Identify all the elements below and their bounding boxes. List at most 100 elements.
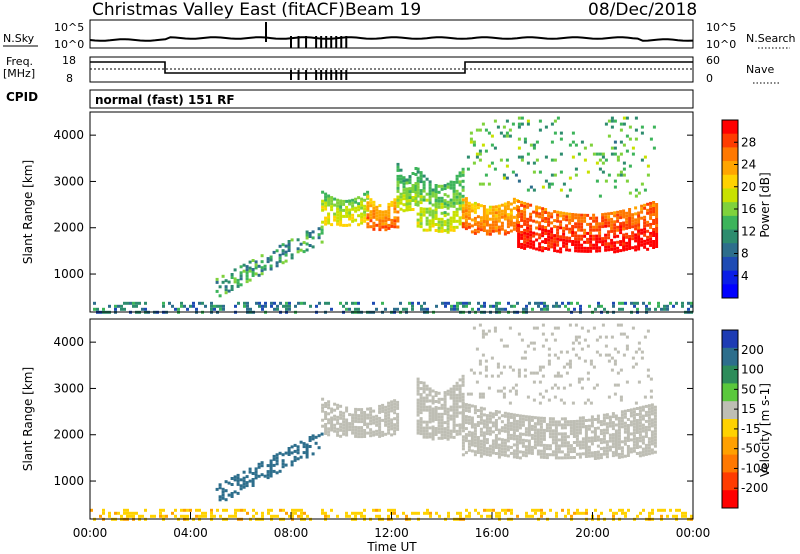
power-cell xyxy=(547,214,551,218)
power-cell xyxy=(248,260,252,264)
power-cell xyxy=(408,193,412,197)
velocity-cell xyxy=(294,511,297,515)
power-cell xyxy=(468,301,471,305)
velocity-cell xyxy=(500,414,504,418)
power-cell xyxy=(506,213,510,217)
power-cell xyxy=(449,198,453,202)
power-cell xyxy=(369,204,373,208)
velocity-cell xyxy=(428,432,432,436)
velocity-cell xyxy=(270,508,273,512)
power-cell xyxy=(372,301,375,305)
power-cell xyxy=(422,180,426,184)
power-cell xyxy=(266,257,270,261)
velocity-cell xyxy=(611,454,615,458)
velocity-cell xyxy=(446,437,450,441)
power-cell xyxy=(246,301,249,305)
velocity-cell xyxy=(479,448,483,452)
velocity-cell xyxy=(500,444,504,448)
power-cell xyxy=(565,242,569,246)
velocity-cell xyxy=(437,406,441,410)
velocity-cell xyxy=(422,387,426,391)
power-cell xyxy=(482,226,486,229)
power-cell xyxy=(541,213,545,217)
power-cell xyxy=(260,272,264,276)
power-cell xyxy=(473,204,477,208)
velocity-cell xyxy=(461,383,465,387)
power-cell xyxy=(416,224,420,228)
velocity-cell xyxy=(474,508,477,512)
velocity-cell xyxy=(547,398,551,402)
velocity-cell xyxy=(548,426,552,430)
velocity-cell xyxy=(553,326,557,330)
velocity-cell xyxy=(617,416,621,420)
velocity-cell xyxy=(491,439,495,443)
velocity-cell xyxy=(482,434,486,438)
power-cell xyxy=(387,208,391,212)
velocity-cell xyxy=(647,449,651,453)
velocity-cell xyxy=(590,421,594,425)
power-cell xyxy=(604,242,608,246)
velocity-cell xyxy=(660,514,663,518)
velocity-cell xyxy=(330,425,334,429)
power-cell xyxy=(628,226,632,229)
power-cell xyxy=(529,239,533,243)
velocity-cell xyxy=(467,448,471,452)
velocity-cell xyxy=(422,432,426,436)
power-cell xyxy=(649,201,653,205)
velocity-cell xyxy=(102,511,105,515)
velocity-cell xyxy=(584,452,588,455)
velocity-cell xyxy=(348,425,352,429)
velocity-cell xyxy=(566,441,570,445)
power-cell xyxy=(327,215,331,219)
velocity-cell xyxy=(281,453,285,457)
velocity-cell xyxy=(467,445,471,449)
velocity-cell xyxy=(548,432,552,436)
velocity-cell xyxy=(569,456,573,460)
velocity-cell xyxy=(512,443,516,447)
power-cell xyxy=(601,216,605,220)
velocity-cell xyxy=(302,445,306,449)
velocity-cell xyxy=(524,454,528,458)
power-cell xyxy=(490,161,494,165)
velocity-cell xyxy=(621,511,624,515)
power-cell xyxy=(494,223,498,227)
power-cell xyxy=(592,152,596,156)
velocity-cell xyxy=(488,426,492,430)
power-cell xyxy=(543,301,546,305)
velocity-cell xyxy=(626,451,630,454)
velocity-cell xyxy=(543,511,546,515)
velocity-cell xyxy=(324,411,328,414)
power-cell xyxy=(643,224,647,228)
power-cell xyxy=(607,215,611,219)
power-cell xyxy=(317,233,321,237)
velocity-cell xyxy=(653,444,657,448)
power-cell xyxy=(652,210,656,213)
velocity-cell xyxy=(644,413,648,417)
velocity-cell xyxy=(435,511,438,515)
colorbar-swatch xyxy=(722,436,738,456)
velocity-cell xyxy=(455,384,459,388)
velocity-cell xyxy=(608,448,612,452)
power-cell xyxy=(324,201,328,205)
power-colorbar-label: Power [dB] xyxy=(758,172,772,237)
velocity-cell xyxy=(651,511,654,515)
velocity-cell xyxy=(556,371,560,375)
power-cell xyxy=(649,237,653,241)
velocity-cell xyxy=(473,450,477,454)
velocity-cell xyxy=(473,441,477,445)
velocity-cell xyxy=(476,448,480,451)
velocity-cell xyxy=(568,365,572,369)
power-cell xyxy=(416,176,420,180)
date-label: 08/Dec/2018 xyxy=(588,0,697,20)
power-cell xyxy=(378,228,382,232)
velocity-cell xyxy=(468,514,471,518)
power-cell xyxy=(628,217,632,220)
colorbar-tick-label: 16 xyxy=(741,202,756,216)
power-cell xyxy=(595,237,599,241)
velocity-cell xyxy=(434,415,438,418)
velocity-cell xyxy=(272,469,276,473)
velocity-cell xyxy=(599,438,603,442)
velocity-cell xyxy=(620,413,624,417)
velocity-cell xyxy=(440,424,444,428)
velocity-cell xyxy=(582,511,585,515)
